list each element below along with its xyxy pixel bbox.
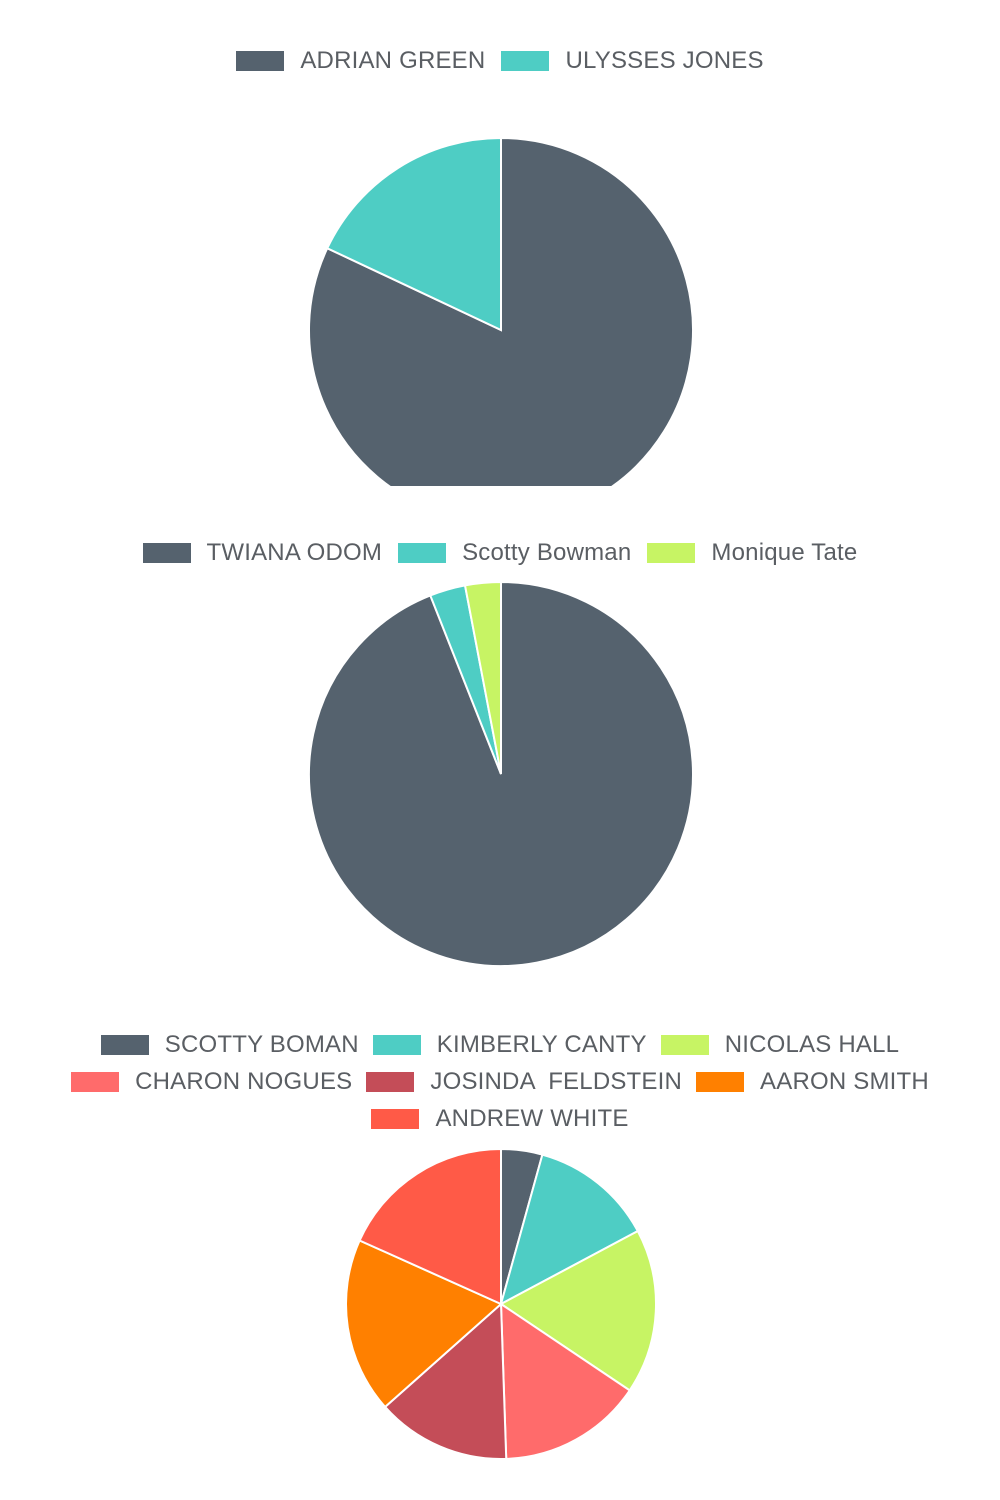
legend-item[interactable]: JOSINDA FELDSTEIN [366,1068,683,1095]
legend-item[interactable]: SCOTTY BOMAN [100,1031,359,1058]
legend-item[interactable]: ULYSSES JONES [501,47,764,74]
legend-label: KIMBERLY CANTY [436,1031,647,1058]
legend-item[interactable]: Scotty Bowman [398,539,632,566]
legend-swatch [647,543,696,563]
legend-swatch [236,51,285,71]
legend-swatch [366,1072,415,1092]
legend-label: Monique Tate [711,539,858,566]
legend-item[interactable]: Monique Tate [647,539,858,566]
legend-item[interactable]: NICOLAS HALL [660,1031,900,1058]
legend-item[interactable]: CHARON NOGUES [71,1068,353,1095]
pie-slice[interactable] [358,1147,502,1306]
legend-swatch [372,1035,421,1055]
legend-swatch [371,1109,420,1129]
legend-item[interactable]: ADRIAN GREEN [236,47,486,74]
chart-3-legend: SCOTTY BOMAN KIMBERLY CANTY NICOLAS HALL CH… [70,1031,930,1132]
legend-label: Scotty Bowman [462,539,632,566]
pie-slice[interactable] [499,1229,657,1392]
pie-chart-2: TWIANA ODOM Scotty Bowman Monique Tate [0,539,1000,967]
legend-swatch [660,1035,709,1055]
legend-swatch [696,1072,745,1092]
pie-slice[interactable] [499,1302,632,1460]
legend-label: ANDREW WHITE [435,1105,629,1132]
legend-label: ADRIAN GREEN [300,47,486,74]
pie-slice[interactable] [345,1239,503,1409]
legend-label: ULYSSES JONES [565,47,764,74]
pie-chart-1: ADRIAN GREEN ULYSSES JONES [0,47,1000,486]
legend-label: JOSINDA FELDSTEIN [430,1068,683,1095]
legend-item[interactable]: AARON SMITH [696,1068,929,1095]
chart-3-pie [345,1147,657,1460]
chart-1-pie [308,136,694,486]
legend-swatch [71,1072,120,1092]
pie-chart-3: SCOTTY BOMAN KIMBERLY CANTY NICOLAS HALL CH… [0,1031,1000,1460]
chart-2-legend: TWIANA ODOM Scotty Bowman Monique Tate [0,539,1000,574]
legend-label: SCOTTY BOMAN [164,1031,359,1058]
legend-label: NICOLAS HALL [724,1031,900,1058]
legend-swatch [501,51,550,71]
legend-swatch [100,1035,149,1055]
legend-item[interactable]: TWIANA ODOM [142,539,383,566]
pie-slice[interactable] [499,1153,640,1306]
legend-label: AARON SMITH [760,1068,929,1095]
legend-item[interactable]: KIMBERLY CANTY [372,1031,647,1058]
chart-2-pie [308,580,694,967]
legend-swatch [398,543,447,563]
legend-label: TWIANA ODOM [206,539,383,566]
pie-slice[interactable] [325,136,502,332]
legend-item[interactable]: ANDREW WHITE [371,1105,629,1132]
pie-slice[interactable] [463,580,502,775]
pie-slice[interactable] [383,1301,508,1460]
legend-swatch [142,543,191,563]
chart-1-legend: ADRIAN GREEN ULYSSES JONES [0,47,1000,82]
legend-label: CHARON NOGUES [135,1068,353,1095]
